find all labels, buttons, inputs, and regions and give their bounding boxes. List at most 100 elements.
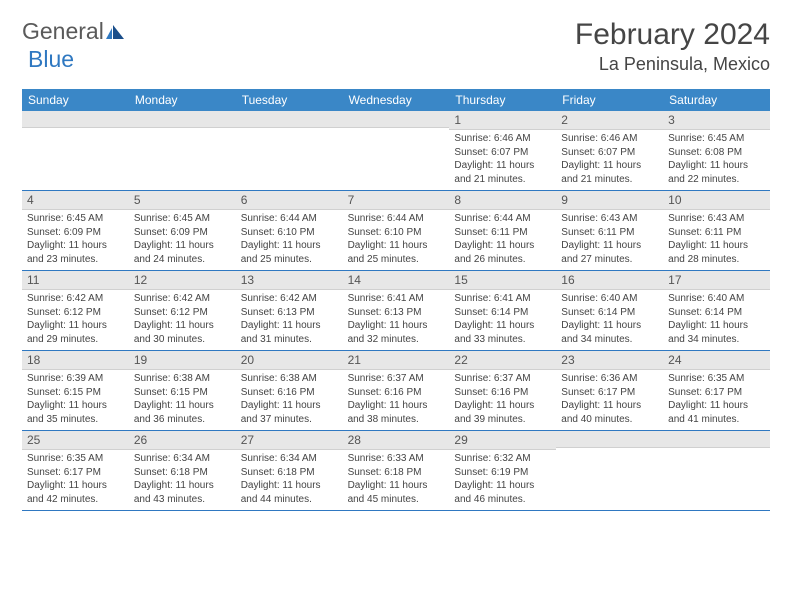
day-number: 2 bbox=[556, 111, 663, 130]
day-number bbox=[663, 431, 770, 448]
sunset-line: Sunset: 6:18 PM bbox=[348, 466, 445, 480]
sunset-line: Sunset: 6:19 PM bbox=[454, 466, 551, 480]
day-number: 7 bbox=[343, 191, 450, 210]
day-cell: 7Sunrise: 6:44 AMSunset: 6:10 PMDaylight… bbox=[343, 191, 450, 270]
daylight-line: Daylight: 11 hours and 35 minutes. bbox=[27, 399, 124, 426]
weekday-fri: Friday bbox=[556, 89, 663, 111]
weekday-header-row: Sunday Monday Tuesday Wednesday Thursday… bbox=[22, 89, 770, 111]
day-detail: Sunrise: 6:40 AMSunset: 6:14 PMDaylight:… bbox=[663, 290, 770, 346]
sunset-line: Sunset: 6:18 PM bbox=[241, 466, 338, 480]
day-cell: 2Sunrise: 6:46 AMSunset: 6:07 PMDaylight… bbox=[556, 111, 663, 190]
sunset-line: Sunset: 6:17 PM bbox=[27, 466, 124, 480]
sunrise-line: Sunrise: 6:45 AM bbox=[134, 212, 231, 226]
day-cell: 22Sunrise: 6:37 AMSunset: 6:16 PMDayligh… bbox=[449, 351, 556, 430]
sunset-line: Sunset: 6:14 PM bbox=[668, 306, 765, 320]
sunrise-line: Sunrise: 6:39 AM bbox=[27, 372, 124, 386]
day-cell: 18Sunrise: 6:39 AMSunset: 6:15 PMDayligh… bbox=[22, 351, 129, 430]
daylight-line: Daylight: 11 hours and 33 minutes. bbox=[454, 319, 551, 346]
calendar: Sunday Monday Tuesday Wednesday Thursday… bbox=[22, 89, 770, 511]
sunset-line: Sunset: 6:09 PM bbox=[27, 226, 124, 240]
day-cell bbox=[22, 111, 129, 190]
day-detail: Sunrise: 6:41 AMSunset: 6:13 PMDaylight:… bbox=[343, 290, 450, 346]
day-number: 16 bbox=[556, 271, 663, 290]
sunset-line: Sunset: 6:17 PM bbox=[561, 386, 658, 400]
logo: General bbox=[22, 18, 124, 45]
sunrise-line: Sunrise: 6:45 AM bbox=[668, 132, 765, 146]
sunset-line: Sunset: 6:10 PM bbox=[241, 226, 338, 240]
day-detail: Sunrise: 6:40 AMSunset: 6:14 PMDaylight:… bbox=[556, 290, 663, 346]
day-cell: 3Sunrise: 6:45 AMSunset: 6:08 PMDaylight… bbox=[663, 111, 770, 190]
day-cell bbox=[556, 431, 663, 510]
sunrise-line: Sunrise: 6:38 AM bbox=[241, 372, 338, 386]
sunrise-line: Sunrise: 6:46 AM bbox=[561, 132, 658, 146]
daylight-line: Daylight: 11 hours and 42 minutes. bbox=[27, 479, 124, 506]
daylight-line: Daylight: 11 hours and 21 minutes. bbox=[561, 159, 658, 186]
day-detail: Sunrise: 6:37 AMSunset: 6:16 PMDaylight:… bbox=[449, 370, 556, 426]
day-number: 9 bbox=[556, 191, 663, 210]
sunrise-line: Sunrise: 6:34 AM bbox=[241, 452, 338, 466]
day-number: 22 bbox=[449, 351, 556, 370]
day-number: 23 bbox=[556, 351, 663, 370]
daylight-line: Daylight: 11 hours and 44 minutes. bbox=[241, 479, 338, 506]
sunrise-line: Sunrise: 6:43 AM bbox=[668, 212, 765, 226]
day-number: 28 bbox=[343, 431, 450, 450]
logo-text-blue: Blue bbox=[28, 46, 74, 72]
weekday-tue: Tuesday bbox=[236, 89, 343, 111]
day-cell: 5Sunrise: 6:45 AMSunset: 6:09 PMDaylight… bbox=[129, 191, 236, 270]
sunrise-line: Sunrise: 6:43 AM bbox=[561, 212, 658, 226]
sunrise-line: Sunrise: 6:34 AM bbox=[134, 452, 231, 466]
weekday-mon: Monday bbox=[129, 89, 236, 111]
day-number: 29 bbox=[449, 431, 556, 450]
day-cell: 23Sunrise: 6:36 AMSunset: 6:17 PMDayligh… bbox=[556, 351, 663, 430]
sunset-line: Sunset: 6:13 PM bbox=[348, 306, 445, 320]
day-cell: 4Sunrise: 6:45 AMSunset: 6:09 PMDaylight… bbox=[22, 191, 129, 270]
day-cell: 9Sunrise: 6:43 AMSunset: 6:11 PMDaylight… bbox=[556, 191, 663, 270]
day-number: 20 bbox=[236, 351, 343, 370]
sunset-line: Sunset: 6:12 PM bbox=[27, 306, 124, 320]
day-detail: Sunrise: 6:37 AMSunset: 6:16 PMDaylight:… bbox=[343, 370, 450, 426]
day-number bbox=[236, 111, 343, 128]
sunrise-line: Sunrise: 6:41 AM bbox=[348, 292, 445, 306]
sunrise-line: Sunrise: 6:44 AM bbox=[241, 212, 338, 226]
day-detail: Sunrise: 6:45 AMSunset: 6:09 PMDaylight:… bbox=[22, 210, 129, 266]
sunrise-line: Sunrise: 6:35 AM bbox=[668, 372, 765, 386]
day-cell: 20Sunrise: 6:38 AMSunset: 6:16 PMDayligh… bbox=[236, 351, 343, 430]
daylight-line: Daylight: 11 hours and 31 minutes. bbox=[241, 319, 338, 346]
sunset-line: Sunset: 6:11 PM bbox=[454, 226, 551, 240]
sunset-line: Sunset: 6:16 PM bbox=[454, 386, 551, 400]
day-detail: Sunrise: 6:42 AMSunset: 6:13 PMDaylight:… bbox=[236, 290, 343, 346]
location-label: La Peninsula, Mexico bbox=[575, 54, 770, 75]
daylight-line: Daylight: 11 hours and 29 minutes. bbox=[27, 319, 124, 346]
logo-text-blue-wrap: Blue bbox=[28, 46, 74, 73]
page-title: February 2024 bbox=[575, 18, 770, 52]
day-number: 27 bbox=[236, 431, 343, 450]
day-detail: Sunrise: 6:45 AMSunset: 6:09 PMDaylight:… bbox=[129, 210, 236, 266]
calendar-week-row: 18Sunrise: 6:39 AMSunset: 6:15 PMDayligh… bbox=[22, 351, 770, 431]
day-number: 1 bbox=[449, 111, 556, 130]
day-detail: Sunrise: 6:32 AMSunset: 6:19 PMDaylight:… bbox=[449, 450, 556, 506]
day-number: 12 bbox=[129, 271, 236, 290]
weekday-wed: Wednesday bbox=[343, 89, 450, 111]
day-cell: 14Sunrise: 6:41 AMSunset: 6:13 PMDayligh… bbox=[343, 271, 450, 350]
calendar-week-row: 25Sunrise: 6:35 AMSunset: 6:17 PMDayligh… bbox=[22, 431, 770, 511]
day-number: 21 bbox=[343, 351, 450, 370]
sunrise-line: Sunrise: 6:40 AM bbox=[561, 292, 658, 306]
day-cell: 16Sunrise: 6:40 AMSunset: 6:14 PMDayligh… bbox=[556, 271, 663, 350]
sunset-line: Sunset: 6:09 PM bbox=[134, 226, 231, 240]
sunset-line: Sunset: 6:13 PM bbox=[241, 306, 338, 320]
daylight-line: Daylight: 11 hours and 32 minutes. bbox=[348, 319, 445, 346]
day-detail: Sunrise: 6:38 AMSunset: 6:16 PMDaylight:… bbox=[236, 370, 343, 426]
day-cell: 25Sunrise: 6:35 AMSunset: 6:17 PMDayligh… bbox=[22, 431, 129, 510]
logo-mark-icon bbox=[106, 25, 124, 39]
day-detail: Sunrise: 6:43 AMSunset: 6:11 PMDaylight:… bbox=[663, 210, 770, 266]
sunrise-line: Sunrise: 6:38 AM bbox=[134, 372, 231, 386]
day-number: 5 bbox=[129, 191, 236, 210]
day-detail: Sunrise: 6:39 AMSunset: 6:15 PMDaylight:… bbox=[22, 370, 129, 426]
sunset-line: Sunset: 6:12 PM bbox=[134, 306, 231, 320]
day-cell bbox=[663, 431, 770, 510]
day-cell: 8Sunrise: 6:44 AMSunset: 6:11 PMDaylight… bbox=[449, 191, 556, 270]
day-cell bbox=[343, 111, 450, 190]
sunset-line: Sunset: 6:11 PM bbox=[561, 226, 658, 240]
day-cell: 24Sunrise: 6:35 AMSunset: 6:17 PMDayligh… bbox=[663, 351, 770, 430]
day-number: 18 bbox=[22, 351, 129, 370]
